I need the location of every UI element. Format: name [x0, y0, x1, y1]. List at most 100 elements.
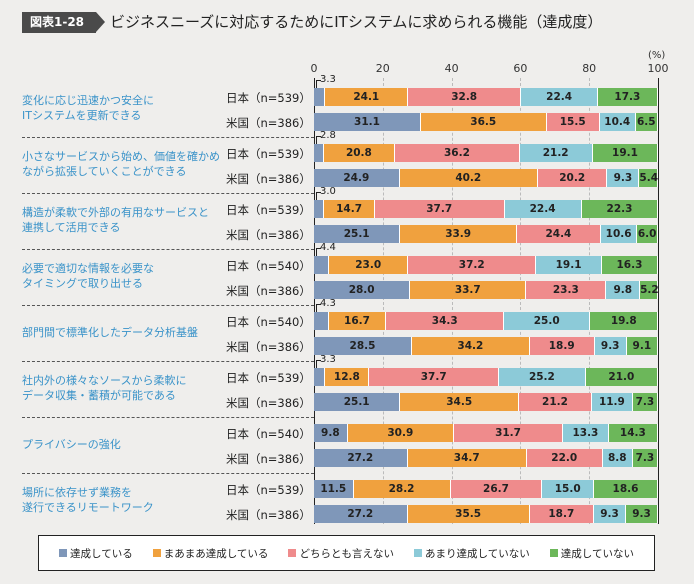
legend-swatch	[59, 549, 68, 557]
bar-segment-value: 8.8	[602, 449, 633, 467]
x-tick-label: 20	[375, 62, 390, 75]
legend-label: まあまあ達成している	[163, 547, 269, 560]
bar-segment	[314, 256, 330, 274]
legend-item: 達成している	[59, 546, 133, 561]
gridline	[382, 78, 384, 524]
bar-segment-value: 37.2	[408, 256, 537, 274]
legend-swatch	[414, 549, 423, 557]
bar-segment-value: 20.8	[323, 144, 396, 162]
bar-segment-value: 31.7	[454, 424, 564, 442]
row-label: 米国（n=386）	[226, 284, 311, 298]
bar-segment-value: 32.8	[408, 88, 522, 106]
bar-segment-value: 34.2	[412, 337, 530, 355]
row-label: 日本（n=539）	[226, 147, 311, 161]
row-label: 日本（n=539）	[226, 371, 311, 385]
bar-segment-value: 33.9	[400, 225, 517, 243]
bar-segment-value: 27.2	[314, 449, 408, 467]
legend-item: 達成していない	[549, 546, 634, 561]
data-label-outside: 4.4	[320, 242, 336, 253]
bar-segment-value: 19.1	[536, 256, 602, 274]
category-label: 小さなサービスから始め、価値を確かめ ながら拡張していくことができる	[22, 150, 220, 178]
bar-segment-value: 23.0	[329, 256, 409, 274]
bar-segment-value: 36.5	[420, 113, 547, 131]
bar-segment-value: 18.7	[529, 505, 594, 523]
bar-segment-value: 6.5	[635, 113, 658, 131]
bar-segment-value: 25.0	[504, 312, 591, 330]
group-separator	[22, 361, 314, 362]
bar-segment-value: 13.3	[563, 424, 609, 442]
bar-segment-value: 9.3	[594, 505, 626, 523]
bar-segment-value: 35.5	[407, 505, 530, 523]
label-leader-line	[316, 304, 321, 312]
bar-segment-value: 9.8	[314, 424, 348, 442]
data-label-outside: 3.0	[320, 186, 336, 197]
bar-segment-value: 24.4	[516, 225, 601, 243]
bar-segment-value: 11.9	[591, 393, 633, 411]
bar-segment-value: 9.8	[606, 281, 641, 299]
bar-segment-value: 40.2	[399, 169, 538, 187]
bar-segment-value: 9.3	[626, 505, 658, 523]
category-label: 構造が柔軟で外部の有用なサービスと 連携して活用できる	[22, 206, 209, 234]
bar-segment	[314, 312, 329, 330]
badge-arrow-icon	[96, 12, 105, 32]
bar-segment-value: 16.3	[601, 256, 658, 274]
row-label: 日本（n=540）	[226, 315, 311, 329]
bar-segment-value: 14.3	[608, 424, 658, 442]
bar-segment-value: 28.5	[314, 337, 413, 355]
unit-label: (%)	[648, 50, 666, 61]
x-tick-label: 100	[647, 62, 669, 75]
bar-segment-value: 33.7	[410, 281, 527, 299]
data-label-outside: 3.3	[320, 74, 336, 85]
gridline	[520, 78, 522, 524]
row-label: 米国（n=386）	[226, 172, 311, 186]
bar-segment-value: 26.7	[450, 480, 543, 498]
bar-segment-value: 31.1	[314, 113, 421, 131]
row-label: 米国（n=386）	[226, 508, 311, 522]
label-leader-line	[316, 192, 321, 200]
bar-segment-value: 22.3	[581, 200, 659, 218]
group-separator	[22, 193, 314, 194]
bar-segment-value: 15.5	[546, 113, 600, 131]
category-label: 変化に応じ迅速かつ安全に ITシステムを更新できる	[22, 94, 154, 122]
bar-segment-value: 5.2	[640, 281, 659, 299]
bar-segment-value: 21.2	[519, 393, 592, 411]
figure-badge: 図表1-28	[22, 12, 96, 33]
bar-segment-value: 10.6	[600, 225, 638, 243]
bar-segment-value: 7.3	[632, 449, 658, 467]
legend-item: どちらとも言えない	[288, 546, 394, 561]
bar-segment-value: 12.8	[325, 368, 370, 386]
bar-segment-value: 23.3	[526, 281, 607, 299]
group-separator	[22, 473, 314, 474]
row-label: 日本（n=539）	[226, 483, 311, 497]
bar-segment-value: 37.7	[374, 200, 505, 218]
bar-segment-value: 9.3	[607, 169, 640, 187]
bar-segment-value: 28.2	[353, 480, 451, 498]
row-label: 米国（n=386）	[226, 340, 311, 354]
bar-segment-value: 28.0	[314, 281, 411, 299]
data-label-outside: 4.3	[320, 298, 336, 309]
row-label: 米国（n=386）	[226, 116, 311, 130]
bar-segment	[314, 368, 326, 386]
legend-label: 達成している	[70, 547, 133, 560]
bar-segment-value: 20.2	[537, 169, 608, 187]
label-leader-line	[316, 248, 321, 256]
bar-segment-value: 25.1	[314, 225, 401, 243]
row-label: 日本（n=540）	[226, 427, 311, 441]
group-separator	[22, 137, 314, 138]
bar-segment	[314, 88, 326, 106]
bar-segment-value: 30.9	[347, 424, 454, 442]
legend: 達成している まあまあ達成している どちらとも言えない あまり達成していない 達成してい…	[38, 535, 655, 571]
bar-segment-value: 5.4	[639, 169, 658, 187]
category-label: 場所に依存せず業務を 遂行できるリモートワーク	[22, 486, 154, 514]
bar-segment-value: 34.5	[400, 393, 520, 411]
bar-segment-value: 19.8	[590, 312, 659, 330]
bar-segment-value: 9.1	[626, 337, 658, 355]
bar-segment-value: 22.4	[521, 88, 599, 106]
bar-segment-value: 24.9	[314, 169, 400, 187]
legend-item: まあまあ達成している	[152, 546, 269, 561]
legend-swatch	[288, 549, 297, 557]
bar-segment	[314, 200, 325, 218]
x-tick-label: 80	[582, 62, 597, 75]
bar-segment-value: 25.1	[314, 393, 401, 411]
